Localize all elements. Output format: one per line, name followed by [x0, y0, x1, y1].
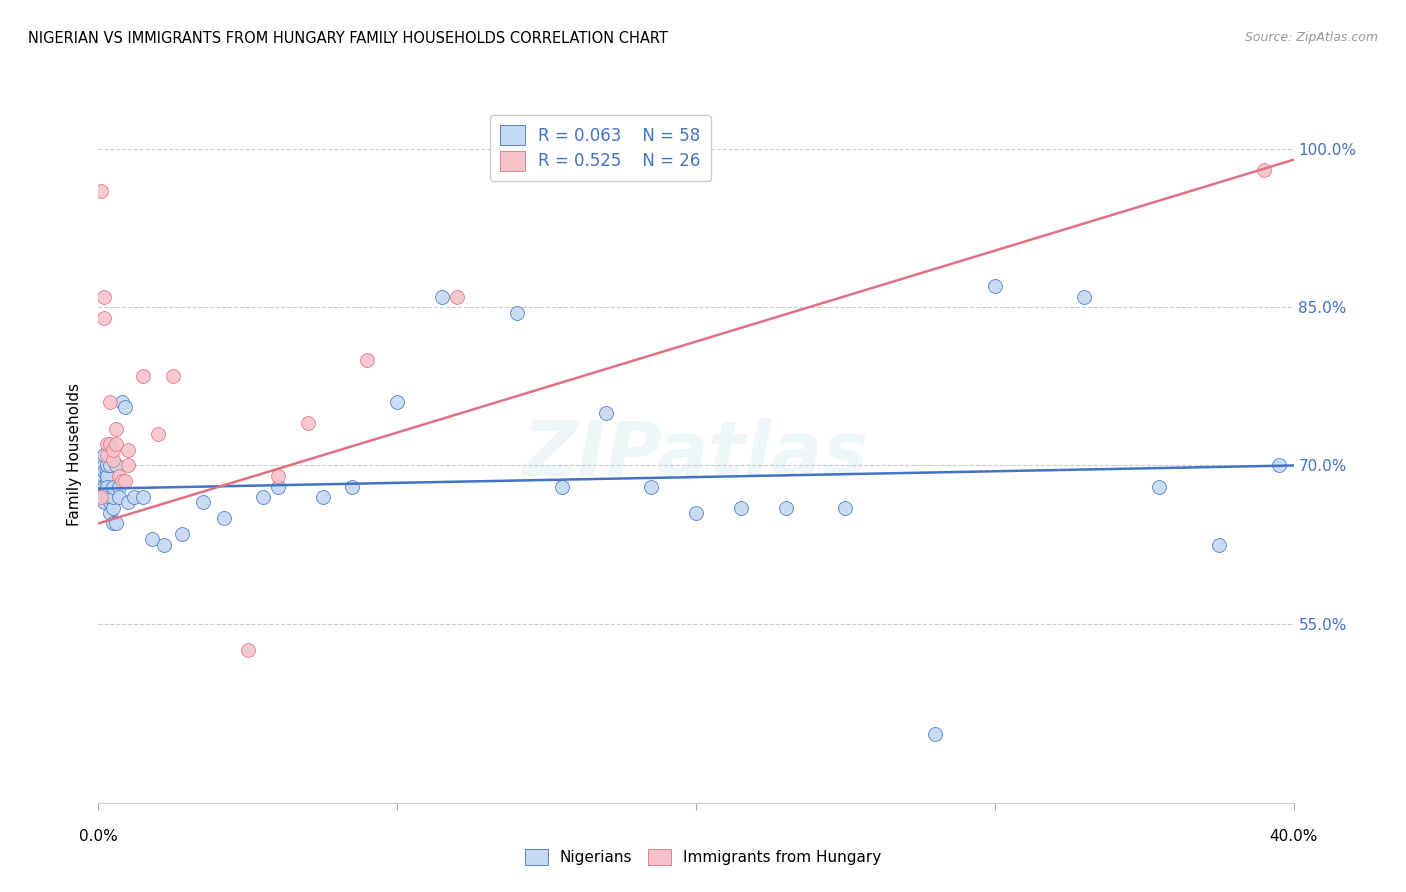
Point [100, 506, 122, 520]
Y-axis label: Family Households: Family Households [67, 384, 83, 526]
Point [96, 490, 118, 504]
Point [311, 490, 333, 504]
Point [96, 475, 118, 489]
Point [172, 527, 194, 541]
Point [267, 479, 290, 493]
Point [105, 437, 128, 451]
Point [153, 537, 176, 551]
Point [90, 185, 112, 199]
Point [141, 533, 163, 547]
Point [252, 490, 274, 504]
Point [100, 437, 122, 451]
Point [1267, 458, 1289, 473]
Point [297, 417, 319, 431]
Point [1208, 537, 1230, 551]
Text: 40.0%: 40.0% [1270, 830, 1317, 844]
Point [103, 479, 125, 493]
Point [1147, 479, 1170, 493]
Point [114, 401, 136, 415]
Point [96, 479, 118, 493]
Point [93, 464, 115, 478]
Point [96, 479, 118, 493]
Point [984, 279, 1007, 293]
Point [103, 516, 125, 531]
Point [446, 290, 468, 304]
Point [550, 479, 572, 493]
Point [132, 368, 155, 383]
Point [108, 479, 131, 493]
Point [103, 500, 125, 515]
Point [103, 442, 125, 457]
Point [93, 290, 115, 304]
Point [430, 290, 453, 304]
Point [685, 506, 707, 520]
Point [93, 495, 115, 509]
Point [1073, 290, 1095, 304]
Point [1253, 163, 1275, 178]
Point [103, 490, 125, 504]
Point [924, 727, 946, 741]
Point [96, 437, 118, 451]
Point [191, 495, 214, 509]
Point [595, 406, 617, 420]
Point [108, 490, 131, 504]
Point [385, 395, 409, 409]
Point [93, 458, 115, 473]
Point [117, 495, 139, 509]
Point [111, 395, 134, 409]
Point [93, 479, 115, 493]
Point [93, 448, 115, 462]
Point [96, 490, 118, 504]
Point [342, 479, 364, 493]
Point [96, 458, 118, 473]
Point [96, 464, 118, 478]
Point [90, 490, 112, 504]
Text: Source: ZipAtlas.com: Source: ZipAtlas.com [1244, 31, 1378, 45]
Point [105, 516, 128, 531]
Text: 0.0%: 0.0% [79, 830, 118, 844]
Point [90, 490, 112, 504]
Point [506, 305, 529, 319]
Point [132, 490, 155, 504]
Point [236, 643, 259, 657]
Point [108, 469, 131, 483]
Point [834, 500, 856, 515]
Point [90, 479, 112, 493]
Point [111, 475, 134, 489]
Point [100, 490, 122, 504]
Point [117, 458, 139, 473]
Point [100, 458, 122, 473]
Point [100, 395, 122, 409]
Point [356, 353, 378, 368]
Point [162, 368, 184, 383]
Point [124, 490, 146, 504]
Legend: Nigerians, Immigrants from Hungary: Nigerians, Immigrants from Hungary [519, 843, 887, 871]
Legend: R = 0.063    N = 58, R = 0.525    N = 26: R = 0.063 N = 58, R = 0.525 N = 26 [491, 115, 710, 180]
Point [96, 448, 118, 462]
Point [103, 453, 125, 467]
Point [100, 495, 122, 509]
Point [212, 511, 235, 525]
Point [775, 500, 797, 515]
Point [730, 500, 752, 515]
Text: ZIPatlas: ZIPatlas [523, 418, 869, 491]
Point [105, 421, 128, 435]
Point [117, 442, 139, 457]
Point [90, 469, 112, 483]
Point [93, 310, 115, 325]
Text: NIGERIAN VS IMMIGRANTS FROM HUNGARY FAMILY HOUSEHOLDS CORRELATION CHART: NIGERIAN VS IMMIGRANTS FROM HUNGARY FAMI… [28, 31, 668, 46]
Point [96, 469, 118, 483]
Point [114, 475, 136, 489]
Point [105, 458, 128, 473]
Point [148, 426, 170, 441]
Point [640, 479, 662, 493]
Point [267, 469, 290, 483]
